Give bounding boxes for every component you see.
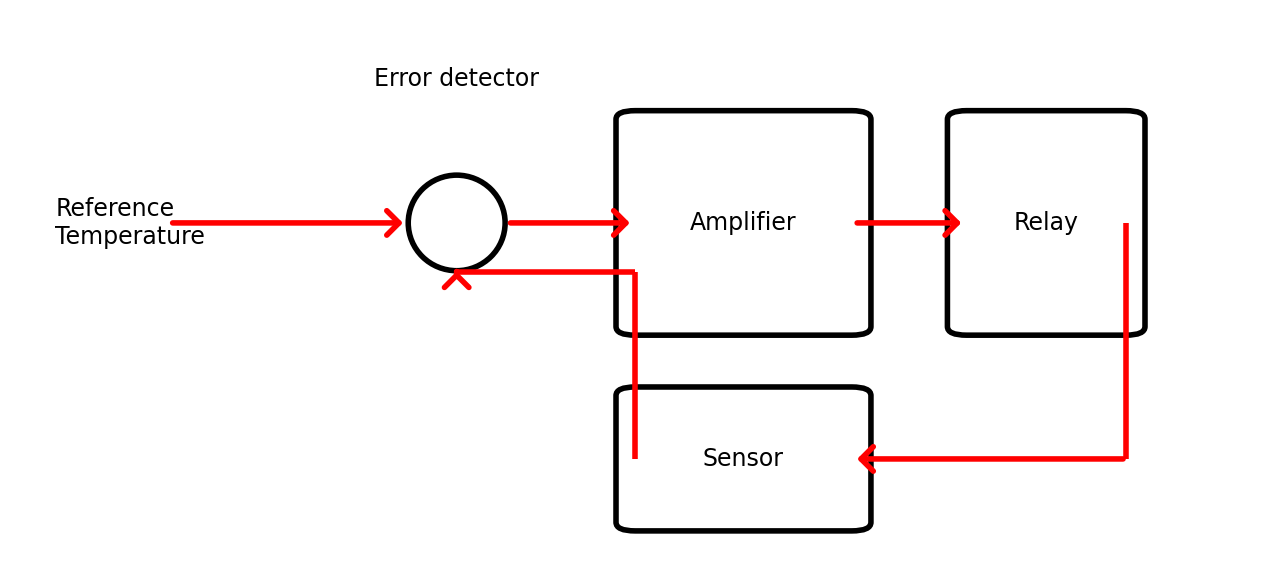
FancyBboxPatch shape bbox=[947, 110, 1144, 335]
Text: Error detector: Error detector bbox=[373, 67, 539, 91]
Text: Amplifier: Amplifier bbox=[690, 211, 797, 235]
Ellipse shape bbox=[408, 175, 506, 271]
FancyBboxPatch shape bbox=[616, 387, 871, 531]
Text: Sensor: Sensor bbox=[703, 447, 784, 471]
Text: Reference
Temperature: Reference Temperature bbox=[55, 197, 205, 249]
Text: Relay: Relay bbox=[1014, 211, 1079, 235]
FancyBboxPatch shape bbox=[616, 110, 871, 335]
